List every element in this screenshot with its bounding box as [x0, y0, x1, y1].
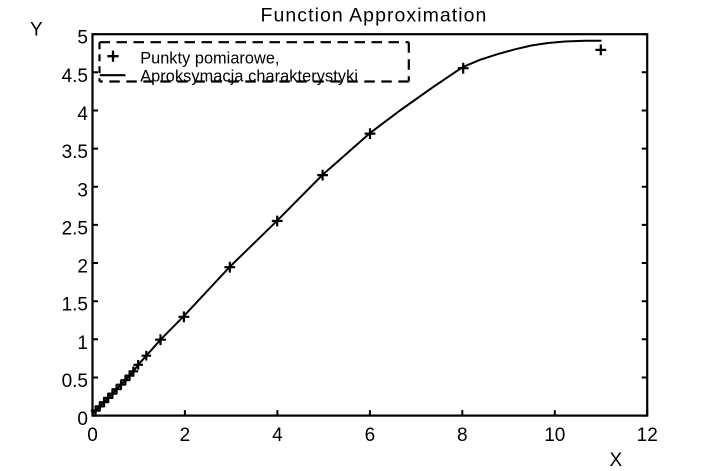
- svg-text:Punkty pomiarowe,: Punkty pomiarowe,: [140, 49, 279, 67]
- svg-text:4.5: 4.5: [62, 66, 88, 87]
- svg-text:0: 0: [87, 425, 98, 446]
- svg-text:1.5: 1.5: [62, 295, 88, 316]
- svg-text:4: 4: [77, 104, 88, 125]
- svg-text:4: 4: [272, 425, 283, 446]
- svg-text:5: 5: [77, 28, 88, 49]
- svg-text:Aproksymacja charakterystyki: Aproksymacja charakterystyki: [140, 67, 358, 85]
- svg-text:8: 8: [457, 425, 468, 446]
- svg-text:2: 2: [77, 257, 88, 278]
- svg-text:3.5: 3.5: [62, 142, 88, 163]
- svg-text:0.5: 0.5: [62, 371, 88, 392]
- svg-text:2: 2: [180, 425, 191, 446]
- svg-text:10: 10: [544, 425, 565, 446]
- svg-text:12: 12: [637, 425, 658, 446]
- svg-text:0: 0: [77, 409, 88, 430]
- svg-text:6: 6: [365, 425, 376, 446]
- svg-text:Function Approximation: Function Approximation: [261, 4, 488, 26]
- svg-text:Y: Y: [30, 20, 43, 41]
- svg-text:3: 3: [77, 180, 88, 201]
- svg-text:X: X: [609, 450, 622, 471]
- svg-text:2.5: 2.5: [62, 218, 88, 239]
- svg-text:1: 1: [77, 333, 88, 354]
